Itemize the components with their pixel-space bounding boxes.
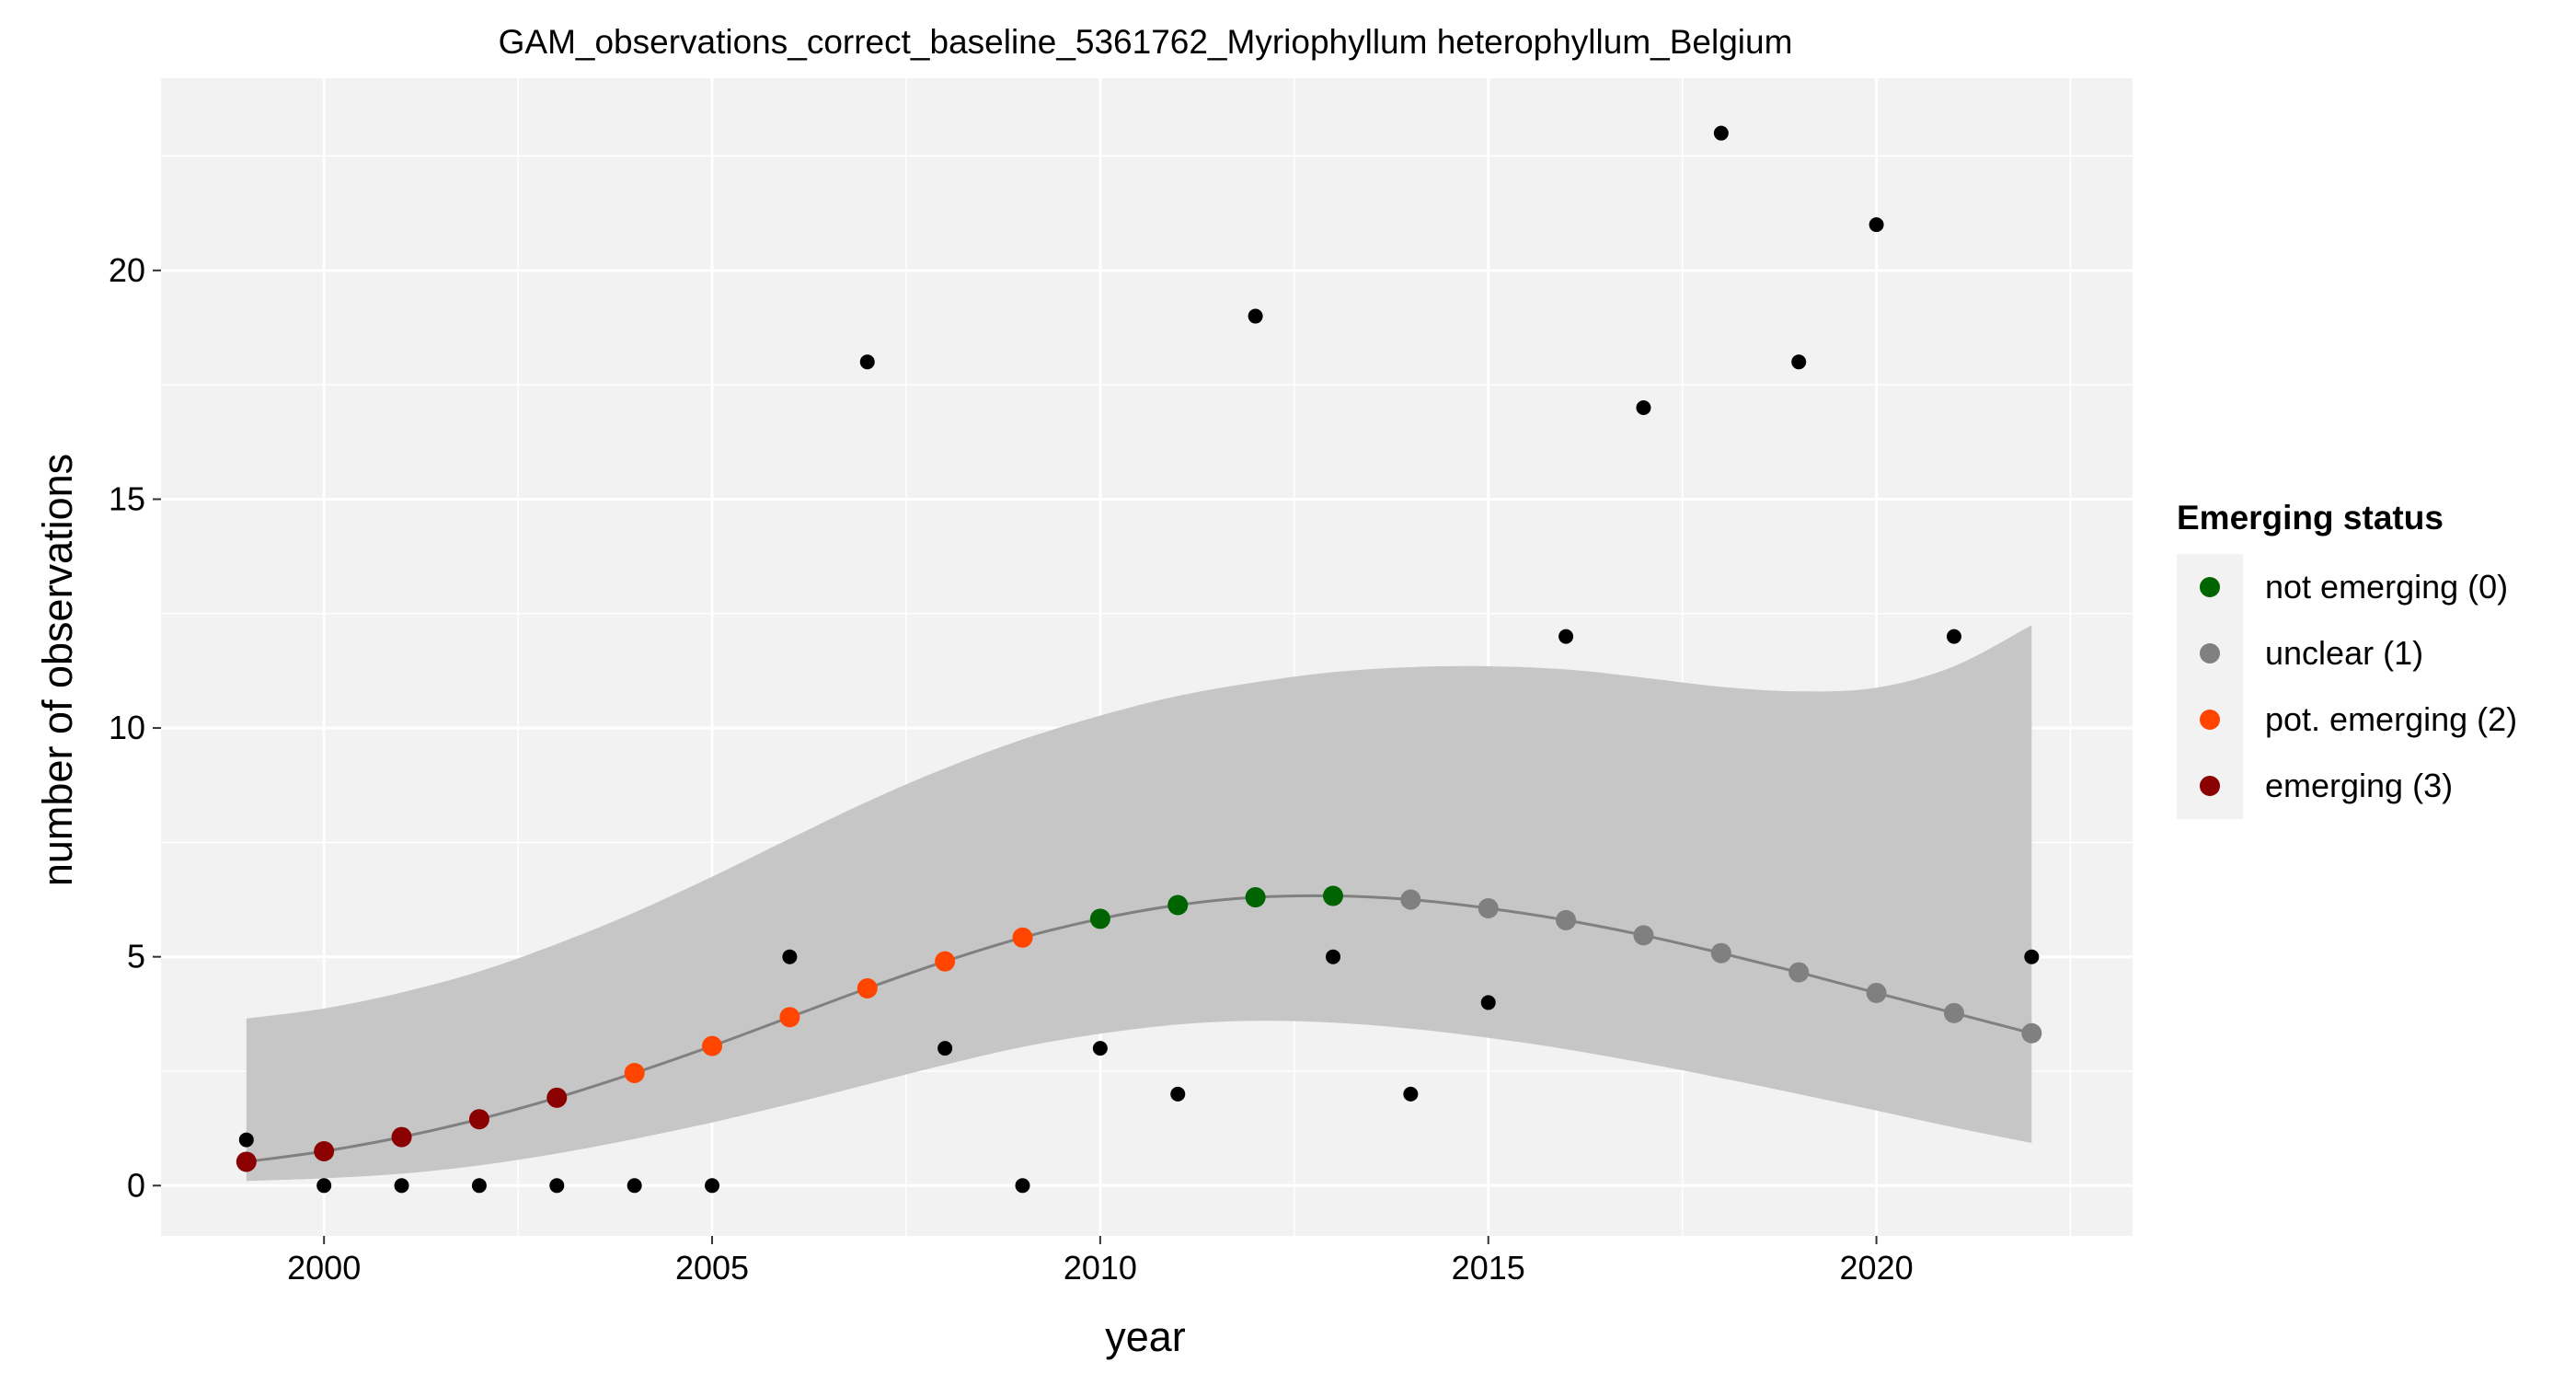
y-tick-label: 5 [127, 938, 145, 975]
gam-fit-point [391, 1126, 412, 1148]
observation-point [782, 949, 798, 964]
gam-fit-point [1943, 1002, 1964, 1023]
y-tick-label: 20 [109, 251, 145, 289]
gam-fit-point [236, 1151, 257, 1172]
observation-point [238, 1132, 254, 1148]
observation-point [394, 1178, 409, 1194]
observation-point [1170, 1086, 1186, 1102]
legend-label: not emerging (0) [2265, 568, 2508, 606]
plot-panel: 2000 2005 2010 2015 2020 0 5 10 15 20 [109, 78, 2133, 1287]
legend-key [2200, 710, 2220, 730]
legend-key [2200, 643, 2220, 664]
gam-fit-point [1167, 894, 1189, 916]
gam-fit-point [1633, 925, 1654, 946]
observation-point [1713, 125, 1729, 141]
gam-fit-point [702, 1035, 723, 1056]
gam-fit-point [1322, 885, 1343, 906]
gam-fit-point [1556, 909, 1577, 930]
x-tick-label: 2000 [287, 1249, 361, 1287]
gam-fit-point [1710, 942, 1731, 964]
gam-fit-point [1866, 982, 1887, 1003]
y-axis-title: number of observations [34, 454, 81, 886]
observation-point [1015, 1178, 1030, 1194]
legend-label: emerging (3) [2265, 767, 2453, 804]
legend-label: pot. emerging (2) [2265, 700, 2517, 738]
observation-point [1325, 949, 1340, 964]
legend-key [2200, 577, 2220, 597]
legend-title: Emerging status [2177, 499, 2444, 537]
observation-point [937, 1041, 953, 1056]
x-tick-label: 2010 [1064, 1249, 1137, 1287]
gam-fit-point [857, 977, 878, 998]
y-tick-label: 0 [127, 1166, 145, 1204]
gam-fit-point [1478, 897, 1499, 918]
x-tick-label: 2020 [1840, 1249, 1914, 1287]
x-tick-label: 2015 [1452, 1249, 1525, 1287]
observation-point [705, 1178, 720, 1194]
gam-fit-point [314, 1141, 335, 1162]
gam-fit-point [779, 1007, 800, 1028]
observation-point [1403, 1086, 1419, 1102]
observation-point [549, 1178, 565, 1194]
legend: Emerging status not emerging (0) unclear … [2177, 499, 2517, 819]
observation-point [2024, 949, 2040, 964]
gam-fit-point [1089, 908, 1110, 929]
observation-point [859, 354, 875, 370]
observation-point [316, 1178, 332, 1194]
gam-fit-point [1245, 887, 1266, 908]
gam-fit-point [1012, 927, 1033, 948]
observation-point [1636, 400, 1651, 416]
confidence-ribbon [246, 625, 2032, 1182]
observation-point [471, 1178, 487, 1194]
observation-point [627, 1178, 642, 1194]
observation-point [1248, 308, 1263, 324]
legend-key [2200, 776, 2220, 796]
observation-point [1791, 354, 1807, 370]
chart-title: GAM_observations_correct_baseline_536176… [499, 23, 1793, 61]
observation-point [1480, 995, 1496, 1010]
observation-point [1092, 1041, 1108, 1056]
x-tick-label: 2005 [675, 1249, 749, 1287]
gam-fit-point [624, 1062, 645, 1083]
gam-fit-point [935, 951, 956, 972]
x-axis-title: year [1105, 1313, 1186, 1360]
gam-fit-point [546, 1087, 568, 1108]
observation-point [1946, 629, 1961, 644]
gam-fit-point [2021, 1022, 2042, 1044]
observation-point [1869, 217, 1884, 233]
legend-label: unclear (1) [2265, 634, 2423, 672]
y-tick-label: 10 [109, 709, 145, 746]
gam-fit-point [468, 1109, 489, 1130]
legend-key-background [2177, 554, 2243, 819]
observation-point [1558, 629, 1574, 644]
y-tick-label: 15 [109, 479, 145, 517]
gam-fit-point [1788, 962, 1810, 983]
gam-fit-point [1400, 889, 1421, 910]
